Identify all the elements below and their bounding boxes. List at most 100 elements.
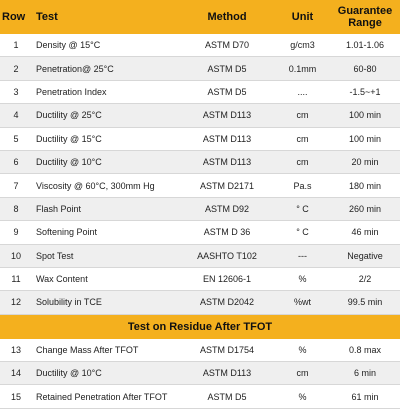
test-name-cell: Density @ 15°C	[32, 34, 179, 58]
header-row: Row Test Method Unit Guarantee Range	[0, 0, 400, 34]
method-cell: EN 12606-1	[179, 267, 275, 292]
test-name-cell: Retained Penetration After TFOT	[32, 384, 179, 409]
guarantee-range-cell: 100 min	[330, 127, 400, 151]
row-number-cell: 7	[0, 173, 32, 198]
row-number-cell: 9	[0, 220, 32, 245]
row-number-cell: 5	[0, 127, 32, 151]
table-row: 13 Change Mass After TFOT ASTM D1754% 0.8 m…	[0, 338, 400, 363]
unit-cell: 0.1mm	[275, 56, 330, 81]
unit-cell: ° C	[275, 220, 330, 245]
unit-cell: cm	[275, 103, 330, 128]
test-name-cell: Ductility @ 10°C	[32, 361, 179, 386]
table-row: 2 Penetration@ 25°C ASTM D5 0.1mm 60-80	[0, 56, 400, 81]
method-cell: ASTM D2171	[179, 173, 275, 198]
table-row: 6 Ductility @ 10°C ASTM D113 cm 20 min	[0, 150, 400, 175]
table-row: 11 Wax Content EN 12606-1% 2/2	[0, 267, 400, 292]
guarantee-range-cell: 260 min	[330, 197, 400, 222]
test-name-cell: Wax Content	[32, 267, 179, 292]
guarantee-range-cell: 6 min	[330, 361, 400, 386]
method-cell: ASTM D113	[179, 361, 275, 386]
method-cell: ASTM D92	[179, 197, 275, 222]
table-row: 8 Flash Point ASTM D92 ° C 260 min	[0, 197, 400, 222]
section-title: Test on Residue After TFOT	[0, 314, 400, 339]
guarantee-range-cell: 46 min	[330, 220, 400, 245]
unit-cell: ....	[275, 80, 330, 105]
test-name-cell: Ductility @ 25°C	[32, 103, 179, 128]
test-name-cell: Spot Test	[32, 244, 179, 268]
method-cell: ASTM D2042	[179, 290, 275, 315]
guarantee-range-cell: 100 min	[330, 103, 400, 128]
table-header: Row Test Method Unit Guarantee Range	[0, 0, 400, 34]
test-name-cell: Change Mass After TFOT	[32, 338, 179, 363]
unit-cell: %	[275, 384, 330, 409]
method-cell: ASTM D113	[179, 150, 275, 175]
table-body: 1 Density @ 15°C ASTM D70 g/cm3 1.01-1.06 2 Pe…	[0, 34, 400, 315]
header-test: Test	[32, 0, 179, 34]
guarantee-range-cell: 99.5 min	[330, 290, 400, 315]
table-row: 5 Ductility @ 15°C ASTM D113 cm 100 min	[0, 127, 400, 151]
row-number-cell: 15	[0, 384, 32, 409]
table-row: 9 Softening Point ASTM D 36 ° C 46 min	[0, 220, 400, 245]
section-header: Test on Residue After TFOT	[0, 314, 400, 339]
test-name-cell: Ductility @ 10°C	[32, 150, 179, 175]
guarantee-range-cell: -1.5~+1	[330, 80, 400, 105]
header-row-number: Row	[0, 0, 32, 34]
unit-cell: cm	[275, 361, 330, 386]
test-name-cell: Penetration Index	[32, 80, 179, 105]
method-cell: ASTM D5	[179, 56, 275, 81]
table-row: 3 Penetration Index ASTM D5.... -1.5~+1	[0, 80, 400, 105]
guarantee-range-cell: 0.8 max	[330, 338, 400, 363]
row-number-cell: 6	[0, 150, 32, 175]
row-number-cell: 12	[0, 290, 32, 315]
unit-cell: %	[275, 267, 330, 292]
method-cell: ASTM D 36	[179, 220, 275, 245]
table-row: 14 Ductility @ 10°C ASTM D113 cm 6 min	[0, 361, 400, 386]
method-cell: ASTM D113	[179, 103, 275, 128]
row-number-cell: 14	[0, 361, 32, 386]
row-number-cell: 11	[0, 267, 32, 292]
method-cell: ASTM D1754	[179, 338, 275, 363]
row-number-cell: 10	[0, 244, 32, 268]
table-row: 12 Solubility in TCE ASTM D2042 %wt 99.5 min	[0, 290, 400, 315]
table-row: 10 Spot Test AASHTO T102 --- Negative	[0, 244, 400, 268]
unit-cell: g/cm3	[275, 34, 330, 58]
method-cell: ASTM D113	[179, 127, 275, 151]
guarantee-range-cell: 1.01-1.06	[330, 34, 400, 58]
header-method: Method	[179, 0, 275, 34]
test-name-cell: Softening Point	[32, 220, 179, 245]
header-unit: Unit	[275, 0, 330, 34]
header-guarantee-range: Guarantee Range	[330, 0, 400, 34]
guarantee-range-cell: 61 min	[330, 384, 400, 409]
unit-cell: ° C	[275, 197, 330, 222]
unit-cell: ---	[275, 244, 330, 268]
table-row: 15 Retained Penetration After TFOT ASTM D5…	[0, 384, 400, 409]
row-number-cell: 13	[0, 338, 32, 363]
guarantee-range-cell: 180 min	[330, 173, 400, 198]
guarantee-range-cell: 2/2	[330, 267, 400, 292]
table-row: 4 Ductility @ 25°C ASTM D113 cm 100 min	[0, 103, 400, 128]
residue-table-body: 13 Change Mass After TFOT ASTM D1754% 0.8 m…	[0, 338, 400, 409]
unit-cell: Pa.s	[275, 173, 330, 198]
unit-cell: %	[275, 338, 330, 363]
row-number-cell: 4	[0, 103, 32, 128]
row-number-cell: 8	[0, 197, 32, 222]
method-cell: ASTM D5	[179, 384, 275, 409]
method-cell: ASTM D70	[179, 34, 275, 58]
row-number-cell: 1	[0, 34, 32, 58]
guarantee-range-cell: Negative	[330, 244, 400, 268]
test-name-cell: Viscosity @ 60°C, 300mm Hg	[32, 173, 179, 198]
section-row: Test on Residue After TFOT	[0, 314, 400, 339]
test-name-cell: Ductility @ 15°C	[32, 127, 179, 151]
unit-cell: cm	[275, 150, 330, 175]
test-name-cell: Penetration@ 25°C	[32, 56, 179, 81]
method-cell: AASHTO T102	[179, 244, 275, 268]
method-cell: ASTM D5	[179, 80, 275, 105]
guarantee-range-cell: 60-80	[330, 56, 400, 81]
table-row: 1 Density @ 15°C ASTM D70 g/cm3 1.01-1.06	[0, 34, 400, 58]
row-number-cell: 2	[0, 56, 32, 81]
test-name-cell: Solubility in TCE	[32, 290, 179, 315]
test-name-cell: Flash Point	[32, 197, 179, 222]
table-row: 7 Viscosity @ 60°C, 300mm Hg ASTM D2171 Pa.…	[0, 173, 400, 198]
